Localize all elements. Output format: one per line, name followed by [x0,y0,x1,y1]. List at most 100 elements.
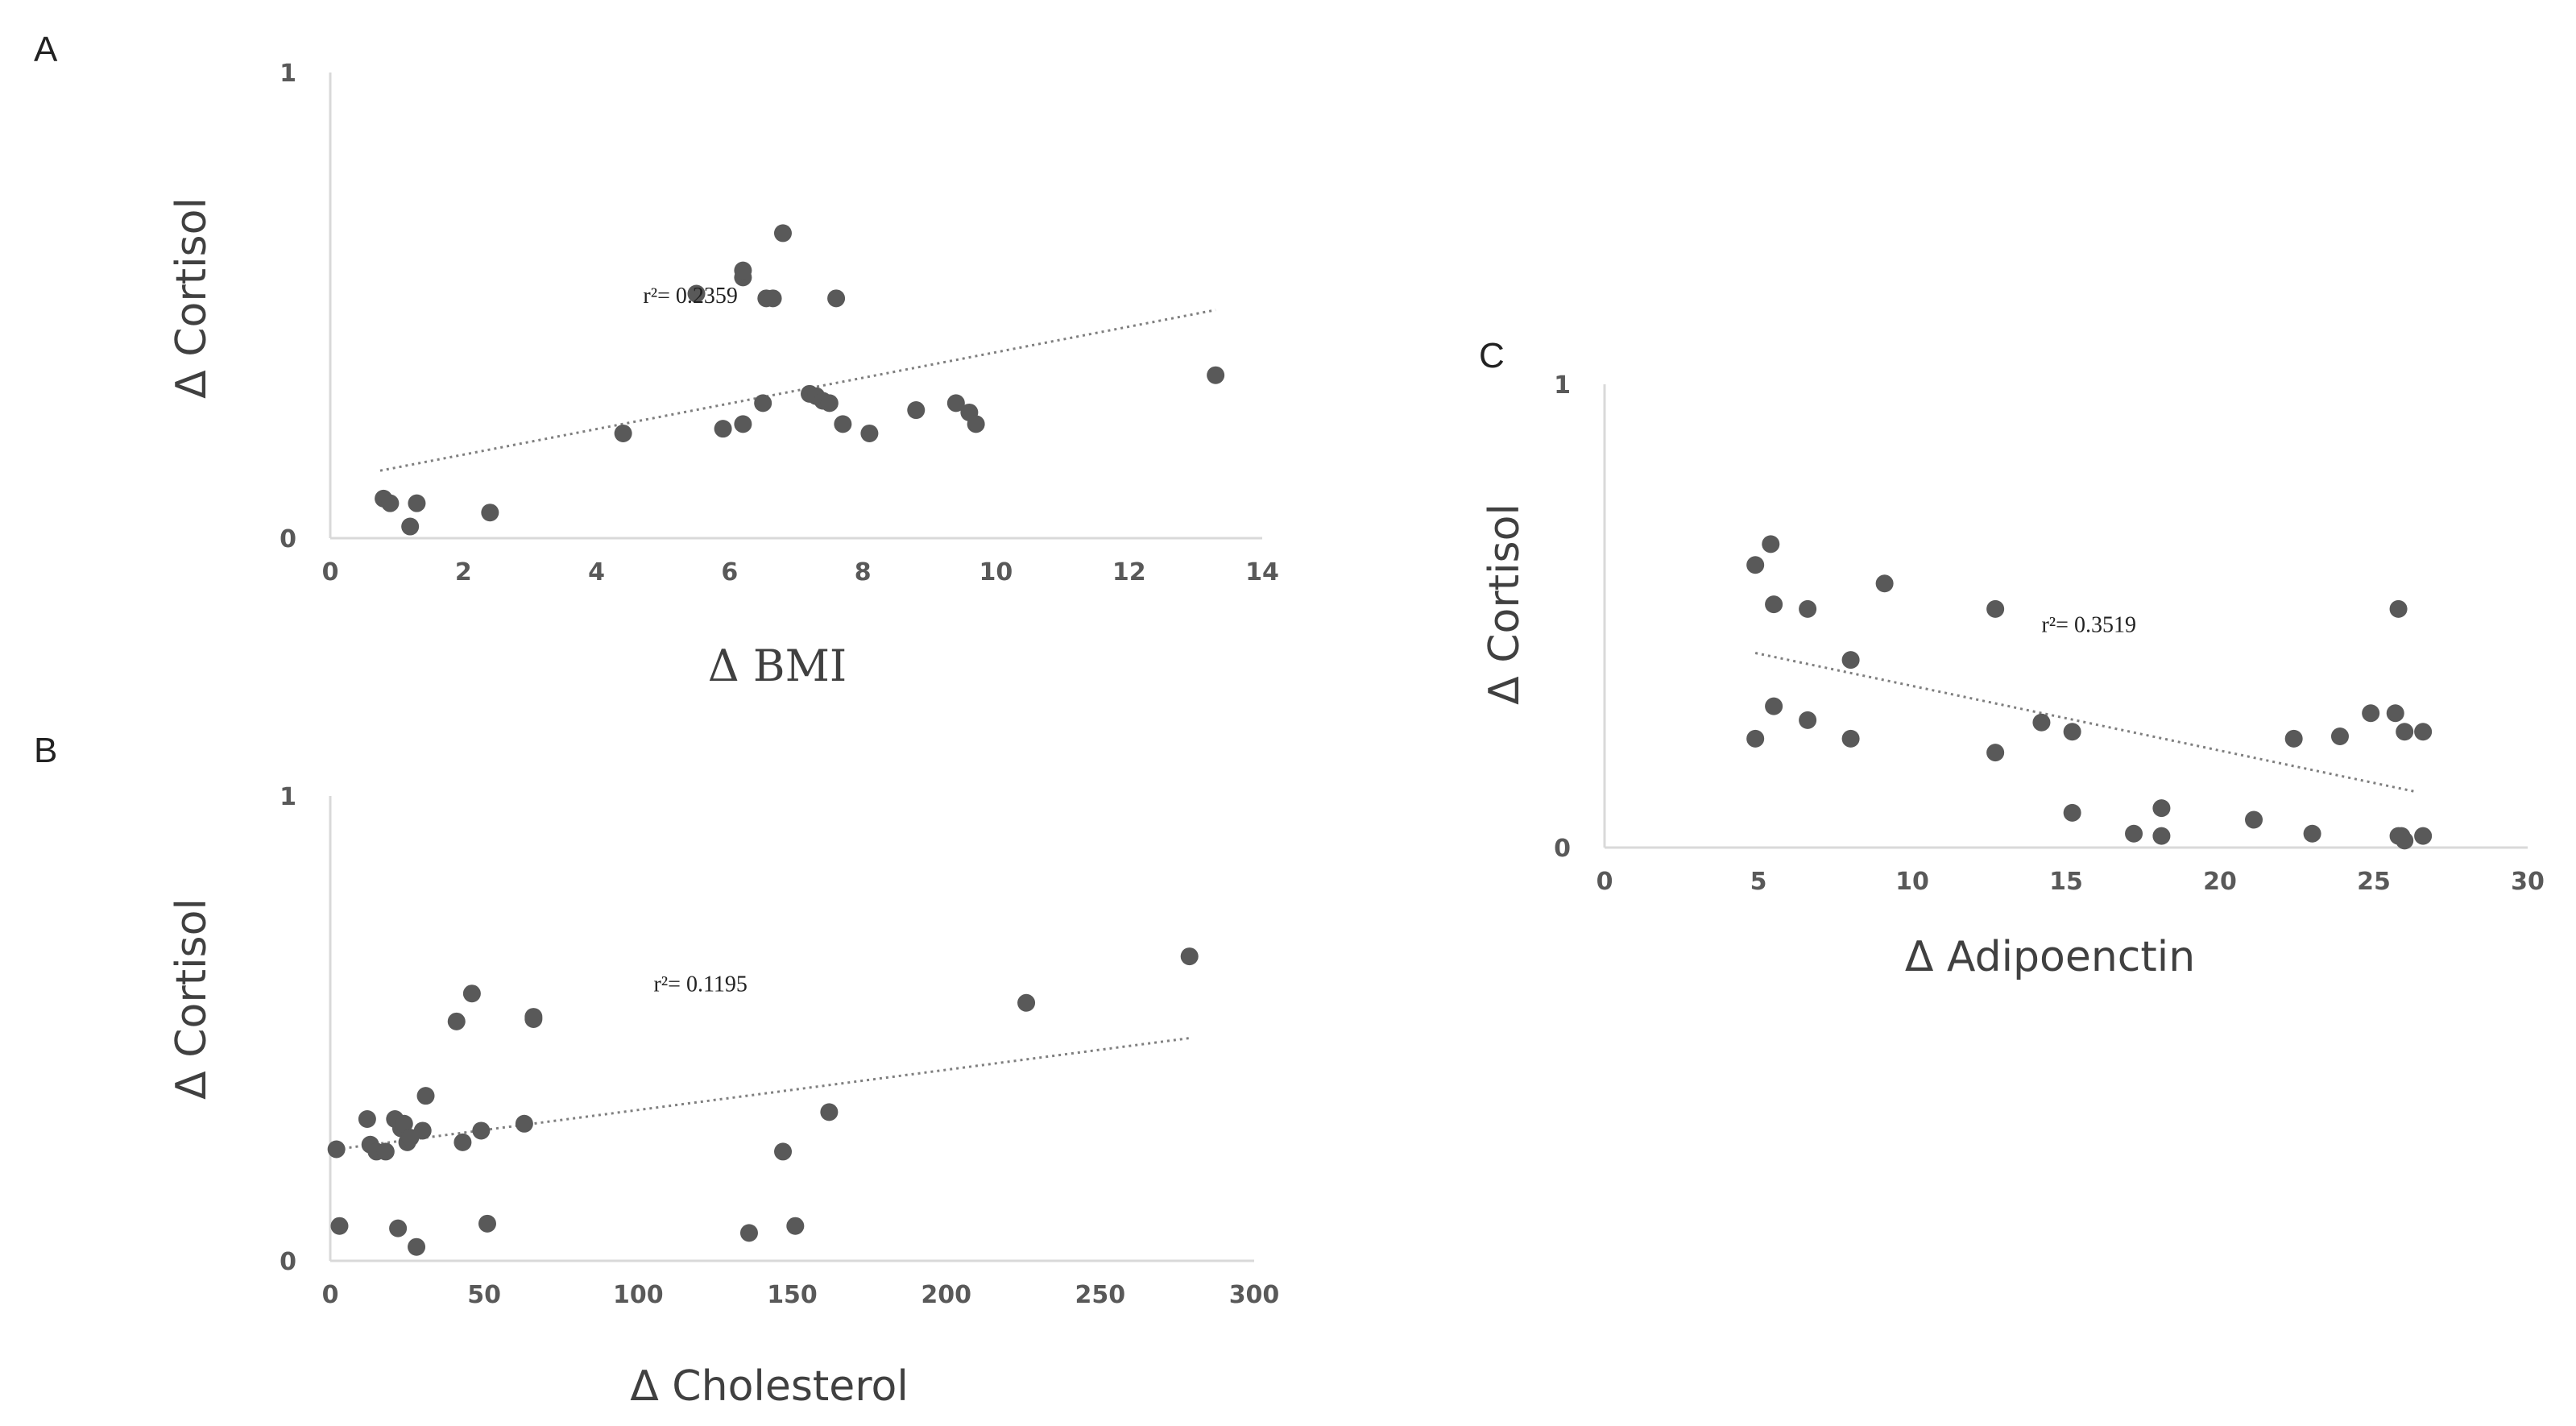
data-point [2245,810,2263,829]
data-point [820,1103,839,1121]
r-squared-annotation: r²= 0.3519 [2041,613,2136,638]
panel-c-xlabel: Δ Adipoenctin [1905,933,2195,981]
data-point [2303,824,2321,843]
panel-c-ylabel: Δ Cortisol [1481,504,1529,705]
x-tick-label: 250 [1075,1281,1126,1309]
data-point [462,985,481,1003]
data-point [734,261,752,280]
y-tick-label: 0 [280,525,296,553]
x-tick-label: 50 [467,1281,501,1309]
data-point [472,1121,491,1140]
panel-b-plot: 0 50 100 150 200 250 300 0 1 r²= 0.1195 [280,783,1279,1309]
data-point [820,394,839,412]
panel-b-xlabel: Δ Cholesterol [630,1362,909,1411]
x-tick-label: 300 [1229,1281,1280,1309]
x-tick-label: 10 [1895,868,1929,896]
x-tick-label: 150 [767,1281,818,1309]
data-point [1986,599,2005,618]
x-tick-label: 15 [2049,868,2083,896]
panel-a-plot: 0 2 4 6 8 10 12 14 0 1 r²= 0.2359 [280,60,1279,587]
data-point [401,517,420,536]
data-point [2063,803,2081,822]
data-point [327,1140,346,1159]
data-point [687,284,706,303]
x-tick-label: 0 [1597,868,1613,896]
data-point [381,494,400,512]
data-point [1799,711,1817,729]
x-tick-label: 200 [921,1281,971,1309]
data-point [2396,723,2414,741]
data-point [1799,599,1817,618]
data-point [1841,651,1860,669]
data-point [1207,366,1225,384]
data-point [907,401,926,420]
panel-b-letter: B [34,731,57,770]
data-point [395,1114,413,1133]
data-point [447,1012,466,1030]
x-tick-label: 30 [2511,868,2545,896]
data-point [2389,599,2408,618]
x-tick-label: 10 [979,558,1013,587]
panel-a-ylabel: Δ Cortisol [168,197,216,399]
x-tick-label: 5 [1750,868,1767,896]
panel-a: A Δ Cortisol Δ BMI 0 2 4 6 8 10 12 14 0 1 r²= 0.23… [34,30,1279,691]
panel-c-letter: C [1479,336,1505,375]
data-point [408,494,426,512]
data-point [416,1087,435,1105]
data-point [515,1114,533,1133]
data-point [524,1008,543,1026]
data-point [2125,824,2143,843]
data-point [1746,729,1765,748]
data-point [1875,574,1894,593]
x-tick-label: 4 [588,558,605,587]
data-point [946,394,965,412]
data-point [714,420,732,438]
data-point [614,424,632,442]
data-point [2414,723,2433,741]
x-tick-label: 0 [322,558,339,587]
data-point [860,424,879,442]
panel-a-letter: A [34,30,58,69]
x-tick-label: 0 [322,1281,339,1309]
panel-c: C Δ Cortisol Δ Adipoenctin 0 5 10 15 20 25 300… [1479,336,2545,981]
data-point [413,1121,432,1140]
trendline [1754,652,2417,794]
data-point [2414,827,2433,845]
r-squared-annotation: r²= 0.2359 [643,284,738,309]
data-point [1765,595,1783,614]
panel-c-plot: 0 5 10 15 20 25 30 0 1 r²= 0.3519 [1554,371,2545,896]
y-tick-label: 1 [280,60,296,88]
x-tick-label: 25 [2357,868,2391,896]
data-point [1017,993,1036,1012]
panel-b-ylabel: Δ Cortisol [168,898,216,1100]
data-point [2152,799,2171,818]
data-point [1841,729,1860,748]
data-point [774,1142,793,1161]
y-tick-label: 1 [280,783,296,811]
data-point [2032,713,2051,732]
data-point [478,1214,496,1233]
x-tick-label: 12 [1112,558,1146,587]
x-tick-label: 8 [855,558,872,587]
x-tick-label: 20 [2203,868,2237,896]
x-tick-label: 100 [613,1281,664,1309]
data-point [2330,728,2349,745]
trendline [336,1036,1193,1151]
data-point [453,1133,472,1151]
data-point [1746,556,1765,574]
y-tick-label: 1 [1554,371,1571,400]
y-tick-label: 0 [1554,835,1571,863]
data-point [2152,827,2171,845]
data-point [376,1142,395,1161]
panel-b: B Δ Cortisol Δ Cholesterol 0 50 100 150 200 2… [34,731,1279,1411]
data-point [358,1110,376,1129]
data-point [481,504,499,522]
data-point [1180,947,1199,966]
data-point [2386,704,2404,723]
r-squared-annotation: r²= 0.1195 [653,972,747,997]
data-point [834,415,852,433]
trendline [379,309,1216,472]
y-tick-label: 0 [280,1248,296,1276]
data-point [1986,744,2005,762]
